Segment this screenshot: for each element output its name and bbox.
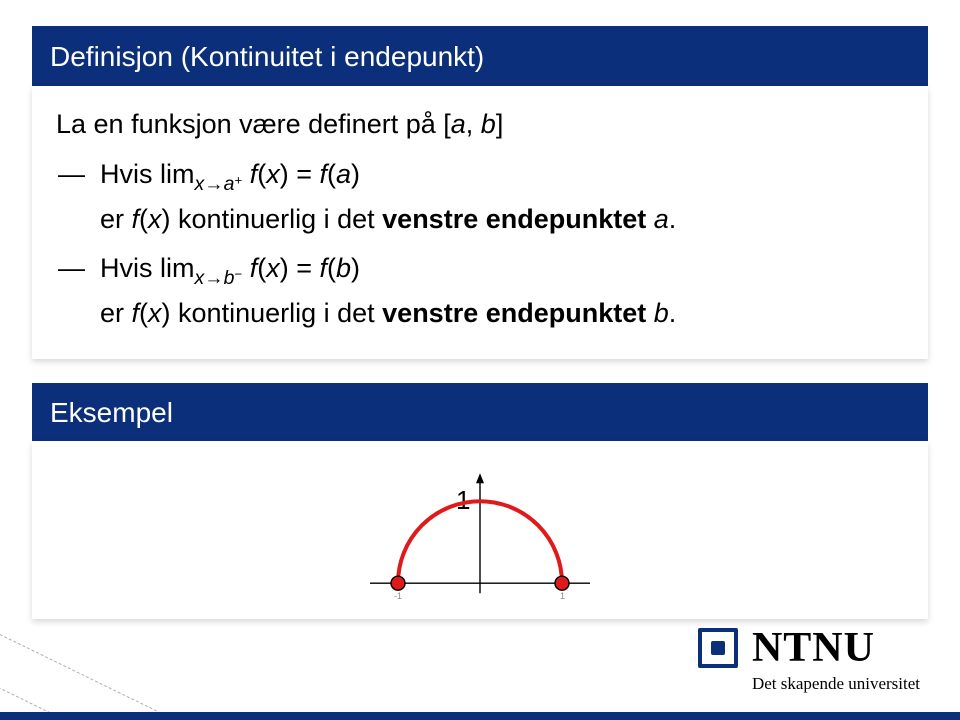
b2-l2-f: f: [132, 298, 140, 328]
b2-line2: er f(x) kontinuerlig i det venstre endep…: [100, 293, 906, 334]
b2-sub: x→b−: [195, 267, 243, 289]
logo-row: NTNU: [698, 624, 920, 672]
b1-l2-rp: ): [162, 204, 171, 234]
b2-l2-dot: .: [669, 298, 677, 328]
b1-sub: x→a+: [195, 173, 243, 195]
definition-title: Definisjon (Kontinuitet i endepunkt): [32, 26, 928, 86]
b1-lp2: (: [327, 159, 336, 189]
b2-lp2: (: [327, 253, 336, 283]
example-block: Eksempel 1-11: [32, 383, 928, 619]
b1-f1: f: [242, 159, 257, 189]
b1-l2-bold: venstre endepunktet: [382, 204, 646, 234]
b1-line2: er f(x) kontinuerlig i det venstre endep…: [100, 199, 906, 240]
definition-intro: La en funksjon være definert på [a, b]: [56, 104, 906, 145]
b1-lp1: (: [257, 159, 266, 189]
b2-lp1: (: [257, 253, 266, 283]
definition-block: Definisjon (Kontinuitet i endepunkt) La …: [32, 26, 928, 359]
diag-line-1: [0, 634, 189, 720]
logo-tagline: Det skapende universitet: [752, 674, 920, 694]
b1-l2-x: x: [148, 204, 162, 234]
b2-l2-sp: [646, 298, 654, 328]
intro-comma: ,: [466, 109, 481, 139]
example-title: Eksempel: [32, 383, 928, 441]
svg-text:1: 1: [560, 592, 565, 602]
b1-sub-x: x: [195, 173, 205, 195]
b2-l2-rp: ): [162, 298, 171, 328]
b2-b2: b: [336, 253, 351, 283]
b2-sub-b: b: [224, 267, 235, 289]
b2-rp2: ): [351, 253, 360, 283]
b1-eq: =: [289, 159, 320, 189]
b2-sub-arrow: →: [204, 267, 223, 289]
b2-l2-prefix: er: [100, 298, 132, 328]
b1-l2-f: f: [132, 204, 140, 234]
slide: Definisjon (Kontinuitet i endepunkt) La …: [0, 26, 960, 720]
b2-l2-lp: (: [139, 298, 148, 328]
intro-text: La en funksjon være definert på [: [56, 109, 451, 139]
bullet-1: Hvis limx→a+ f(x) = f(a) er f(x) kontinu…: [90, 150, 906, 244]
b1-l2-mid: kontinuerlig i det: [171, 204, 383, 234]
definition-body: La en funksjon være definert på [a, b] H…: [32, 86, 928, 360]
b1-prefix: Hvis lim: [100, 159, 195, 189]
b2-l2-bold: venstre endepunktet: [382, 298, 646, 328]
b2-sub-x: x: [195, 267, 205, 289]
b2-x1: x: [266, 253, 280, 283]
example-body: 1-11: [32, 441, 928, 619]
footer: www.ntnu.no H.J. Rivertz, Kontinuitet og…: [0, 712, 960, 720]
b1-l2-sp: [646, 204, 654, 234]
b2-prefix: Hvis lim: [100, 253, 195, 283]
intro-a: a: [451, 109, 466, 139]
bullet-2: Hvis limx→b− f(x) = f(b) er f(x) kontinu…: [90, 244, 906, 338]
logo-text: NTNU: [752, 624, 875, 672]
b2-l2-x: x: [148, 298, 162, 328]
b1-l2-a: a: [654, 204, 669, 234]
b2-f2: f: [319, 253, 327, 283]
ntnu-logo: NTNU Det skapende universitet: [698, 624, 920, 694]
b2-rp1: ): [280, 253, 289, 283]
definition-bullets: Hvis limx→a+ f(x) = f(a) er f(x) kontinu…: [54, 150, 906, 337]
b1-sub-arrow: →: [204, 173, 223, 195]
b2-eq: =: [289, 253, 320, 283]
logo-square-icon: [698, 628, 738, 668]
b1-f2: f: [319, 159, 327, 189]
b1-l2-prefix: er: [100, 204, 132, 234]
b1-rp2: ): [351, 159, 360, 189]
b1-l2-lp: (: [139, 204, 148, 234]
svg-text:-1: -1: [394, 592, 402, 602]
b1-rp1: ): [280, 159, 289, 189]
b1-sub-a: a: [224, 173, 235, 195]
intro-suffix: ]: [496, 109, 504, 139]
b2-f1: f: [242, 253, 257, 283]
intro-b: b: [481, 109, 496, 139]
b2-l2-b: b: [654, 298, 669, 328]
semicircle-chart: 1-11: [350, 454, 610, 614]
b2-l2-mid: kontinuerlig i det: [171, 298, 383, 328]
b1-l2-dot: .: [669, 204, 677, 234]
b1-x1: x: [266, 159, 280, 189]
b1-a2: a: [336, 159, 351, 189]
